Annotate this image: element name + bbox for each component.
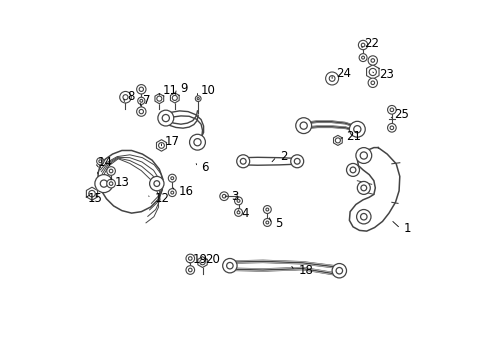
Text: 16: 16	[178, 185, 194, 198]
Text: 21: 21	[346, 130, 362, 143]
Text: 6: 6	[201, 161, 209, 174]
Text: 20: 20	[205, 253, 220, 266]
Circle shape	[186, 254, 195, 263]
Polygon shape	[198, 257, 207, 267]
Circle shape	[237, 155, 250, 168]
Polygon shape	[349, 148, 400, 231]
Circle shape	[357, 210, 371, 224]
Text: 13: 13	[115, 176, 129, 189]
Polygon shape	[98, 150, 163, 213]
Circle shape	[326, 72, 339, 85]
Circle shape	[158, 110, 174, 126]
Text: 12: 12	[154, 192, 169, 205]
Circle shape	[220, 192, 228, 201]
Circle shape	[107, 167, 116, 175]
Text: 18: 18	[298, 264, 313, 277]
Polygon shape	[334, 135, 342, 145]
Circle shape	[137, 85, 146, 94]
Polygon shape	[304, 122, 357, 131]
Circle shape	[357, 181, 370, 194]
Text: 22: 22	[365, 37, 380, 50]
Text: 3: 3	[231, 190, 239, 203]
Circle shape	[120, 91, 131, 103]
Circle shape	[346, 163, 360, 176]
Polygon shape	[232, 261, 338, 274]
Circle shape	[222, 258, 237, 273]
Polygon shape	[168, 111, 198, 128]
Circle shape	[107, 179, 116, 188]
Polygon shape	[367, 65, 379, 79]
Text: 17: 17	[165, 135, 180, 148]
Polygon shape	[165, 111, 204, 145]
Polygon shape	[171, 93, 179, 103]
Circle shape	[332, 264, 346, 278]
Circle shape	[263, 206, 271, 213]
Polygon shape	[243, 157, 297, 165]
Text: 10: 10	[201, 84, 216, 97]
Circle shape	[291, 155, 304, 168]
Circle shape	[349, 121, 365, 137]
Text: 5: 5	[275, 217, 283, 230]
Circle shape	[368, 78, 377, 87]
Circle shape	[137, 107, 146, 116]
Circle shape	[359, 54, 367, 62]
Polygon shape	[86, 187, 98, 200]
Text: 9: 9	[180, 82, 188, 95]
Text: 7: 7	[144, 94, 151, 107]
Circle shape	[196, 96, 201, 102]
Circle shape	[235, 197, 243, 205]
Circle shape	[97, 158, 104, 165]
Circle shape	[388, 123, 396, 132]
Text: 11: 11	[163, 84, 178, 97]
Text: 25: 25	[394, 108, 409, 121]
Circle shape	[356, 148, 372, 163]
Text: 15: 15	[87, 192, 102, 205]
Text: 23: 23	[379, 68, 394, 81]
Text: 8: 8	[127, 90, 134, 103]
Text: 1: 1	[404, 222, 412, 235]
Circle shape	[149, 176, 164, 191]
Text: 2: 2	[280, 150, 288, 163]
Text: 24: 24	[336, 67, 351, 80]
Circle shape	[263, 219, 271, 226]
Circle shape	[368, 56, 377, 65]
Text: 19: 19	[193, 253, 208, 266]
Circle shape	[95, 175, 113, 193]
Circle shape	[186, 266, 195, 274]
Polygon shape	[155, 94, 164, 104]
Circle shape	[190, 134, 205, 150]
Circle shape	[138, 97, 145, 104]
Text: 4: 4	[242, 207, 249, 220]
Circle shape	[169, 189, 176, 197]
Circle shape	[235, 208, 243, 216]
Circle shape	[388, 105, 396, 114]
Circle shape	[169, 174, 176, 182]
Polygon shape	[156, 140, 167, 151]
Circle shape	[296, 118, 312, 134]
Circle shape	[358, 40, 368, 50]
Text: 14: 14	[98, 156, 113, 169]
